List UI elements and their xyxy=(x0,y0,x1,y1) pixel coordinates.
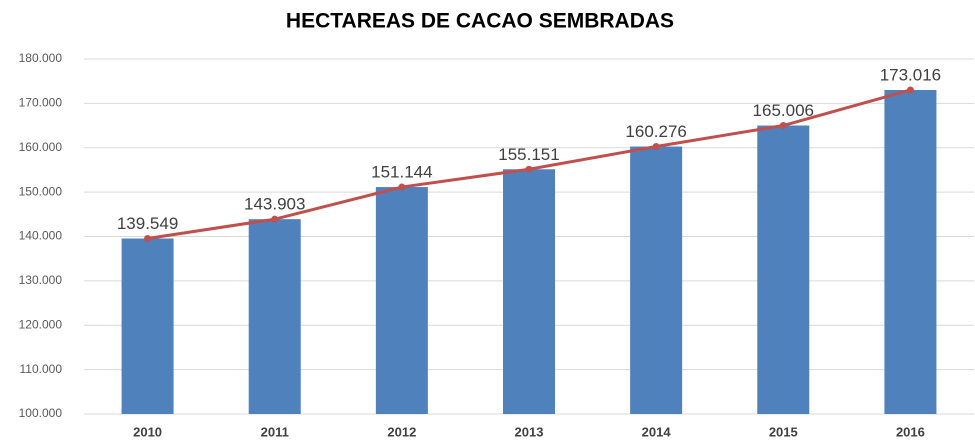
bar xyxy=(884,89,937,414)
y-tick-label: 110.000 xyxy=(20,362,63,376)
value-label: 165.006 xyxy=(753,101,814,120)
value-label: 160.276 xyxy=(625,122,686,141)
x-tick-label: 2014 xyxy=(642,424,672,439)
x-tick-label: 2016 xyxy=(896,424,925,439)
value-label: 139.549 xyxy=(117,214,178,233)
y-tick-label: 170.000 xyxy=(19,96,63,110)
bar xyxy=(121,238,174,414)
x-tick-label: 2011 xyxy=(261,424,289,439)
line-point xyxy=(652,143,660,151)
line-point xyxy=(398,183,406,191)
bar xyxy=(503,169,555,414)
bar xyxy=(630,146,683,414)
y-tick-label: 180.000 xyxy=(19,51,63,65)
line-point xyxy=(144,235,152,243)
line-point xyxy=(906,86,914,94)
x-tick-label: 2010 xyxy=(133,424,162,439)
value-label: 155.151 xyxy=(498,145,559,164)
bar xyxy=(375,187,428,414)
y-tick-label: 140.000 xyxy=(19,229,63,243)
line-point xyxy=(779,122,787,130)
value-label: 143.903 xyxy=(244,195,305,214)
x-tick-label: 2013 xyxy=(515,424,544,439)
y-tick-label: 160.000 xyxy=(19,140,63,154)
value-label: 173.016 xyxy=(880,65,941,84)
x-tick-label: 2015 xyxy=(769,424,798,439)
line-point xyxy=(271,215,279,223)
y-tick-label: 130.000 xyxy=(19,273,63,287)
line-point xyxy=(525,165,533,173)
value-label: 151.144 xyxy=(371,163,432,182)
y-tick-label: 150.000 xyxy=(19,184,63,198)
bar xyxy=(757,125,810,414)
y-tick-label: 120.000 xyxy=(19,317,63,331)
chart-title: HECTAREAS DE CACAO SEMBRADAS xyxy=(286,10,674,33)
y-tick-label: 100.000 xyxy=(19,406,63,420)
bar xyxy=(248,219,301,414)
x-tick-label: 2012 xyxy=(387,424,416,439)
